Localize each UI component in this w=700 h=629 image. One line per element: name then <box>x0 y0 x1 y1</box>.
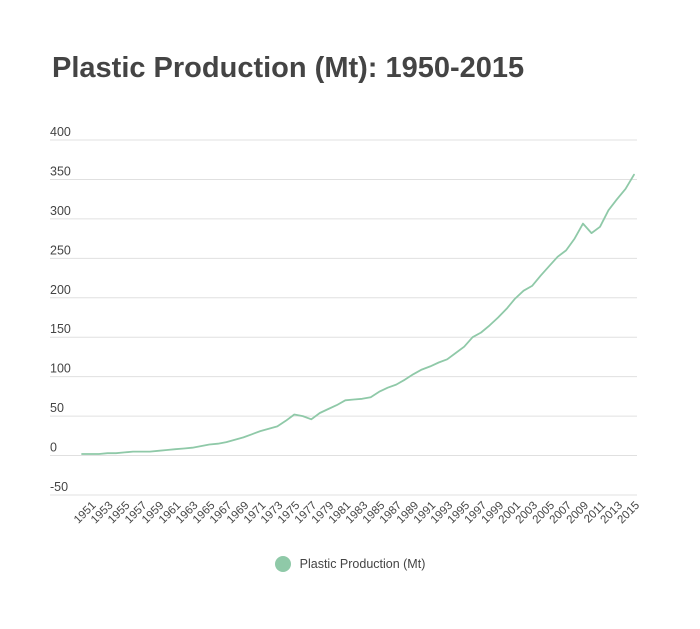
series-layer <box>81 173 635 455</box>
y-tick-label: 400 <box>50 125 71 139</box>
y-axis-ticks: 400 350 300 250 200 150 100 50 0 -50 <box>50 125 71 494</box>
y-tick-label: 350 <box>50 164 71 178</box>
y-tick-label: 100 <box>50 362 71 376</box>
legend: Plastic Production (Mt) <box>0 556 700 572</box>
y-tick-label: 150 <box>50 322 71 336</box>
chart-title: Plastic Production (Mt): 1950-2015 <box>52 52 525 84</box>
legend-swatch <box>274 556 291 572</box>
y-tick-label: 300 <box>50 204 71 218</box>
y-tick-label: 200 <box>50 283 71 297</box>
y-tick-label: 50 <box>50 401 64 415</box>
legend-label: Plastic Production (Mt) <box>299 557 426 571</box>
y-tick-label: 250 <box>50 243 71 257</box>
gridlines <box>50 139 637 496</box>
y-tick-label: 0 <box>50 441 57 455</box>
x-axis-ticks: 1951195319551957195919611963196519671969… <box>72 500 642 527</box>
y-tick-label: -50 <box>50 480 68 494</box>
series-line <box>81 173 635 455</box>
